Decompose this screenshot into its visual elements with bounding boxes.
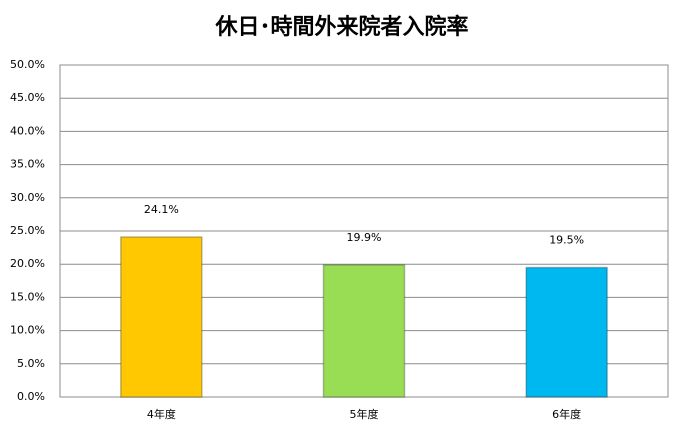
y-tick-label: 0.0% — [17, 390, 45, 403]
y-tick-label: 10.0% — [10, 324, 45, 337]
y-tick-label: 35.0% — [10, 158, 45, 171]
x-tick-label: 5年度 — [350, 407, 379, 421]
y-tick-label: 15.0% — [10, 290, 45, 303]
y-tick-label: 40.0% — [10, 124, 45, 137]
bar — [120, 236, 203, 398]
bar — [322, 264, 406, 398]
y-tick-label: 5.0% — [17, 357, 45, 370]
value-label: 19.5% — [549, 234, 584, 247]
y-tick-label: 30.0% — [10, 191, 45, 204]
value-label: 19.9% — [347, 231, 382, 244]
chart-title: 休日･時間外来院者入院率 — [214, 14, 468, 40]
bar — [525, 266, 608, 398]
y-tick-label: 50.0% — [10, 58, 45, 71]
x-tick-label: 6年度 — [552, 407, 581, 421]
x-tick-label: 4年度 — [147, 407, 176, 421]
y-tick-label: 25.0% — [10, 224, 45, 237]
y-tick-label: 20.0% — [10, 257, 45, 270]
value-label: 24.1% — [144, 203, 179, 216]
y-tick-label: 45.0% — [10, 91, 45, 104]
